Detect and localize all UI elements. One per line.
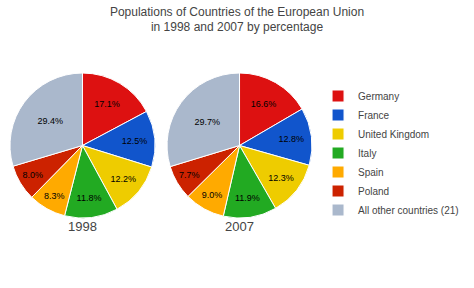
svg-text:9.0%: 9.0%	[202, 190, 223, 200]
svg-text:12.2%: 12.2%	[110, 174, 136, 184]
svg-text:7.7%: 7.7%	[179, 170, 200, 180]
svg-text:2007: 2007	[225, 219, 254, 234]
svg-text:11.9%: 11.9%	[235, 193, 260, 203]
svg-text:12.8%: 12.8%	[278, 134, 304, 144]
svg-text:All other countries (21): All other countries (21)	[358, 205, 459, 216]
svg-text:12.3%: 12.3%	[268, 173, 294, 183]
svg-text:17.1%: 17.1%	[94, 99, 120, 109]
svg-text:Poland: Poland	[358, 186, 389, 197]
svg-text:Populations of Countries of th: Populations of Countries of the European…	[110, 5, 364, 35]
svg-text:29.7%: 29.7%	[194, 117, 220, 127]
svg-text:16.6%: 16.6%	[251, 99, 277, 109]
svg-text:United Kingdom: United Kingdom	[358, 129, 429, 140]
svg-text:Italy: Italy	[358, 148, 376, 159]
svg-text:12.5%: 12.5%	[122, 136, 148, 146]
svg-text:8.3%: 8.3%	[44, 191, 65, 201]
svg-text:Germany: Germany	[358, 91, 399, 102]
svg-text:8.0%: 8.0%	[23, 170, 44, 180]
svg-text:1998: 1998	[68, 219, 97, 234]
svg-text:France: France	[358, 110, 390, 121]
svg-text:11.8%: 11.8%	[77, 193, 102, 203]
svg-text:Spain: Spain	[358, 167, 384, 178]
svg-text:29.4%: 29.4%	[37, 116, 63, 126]
